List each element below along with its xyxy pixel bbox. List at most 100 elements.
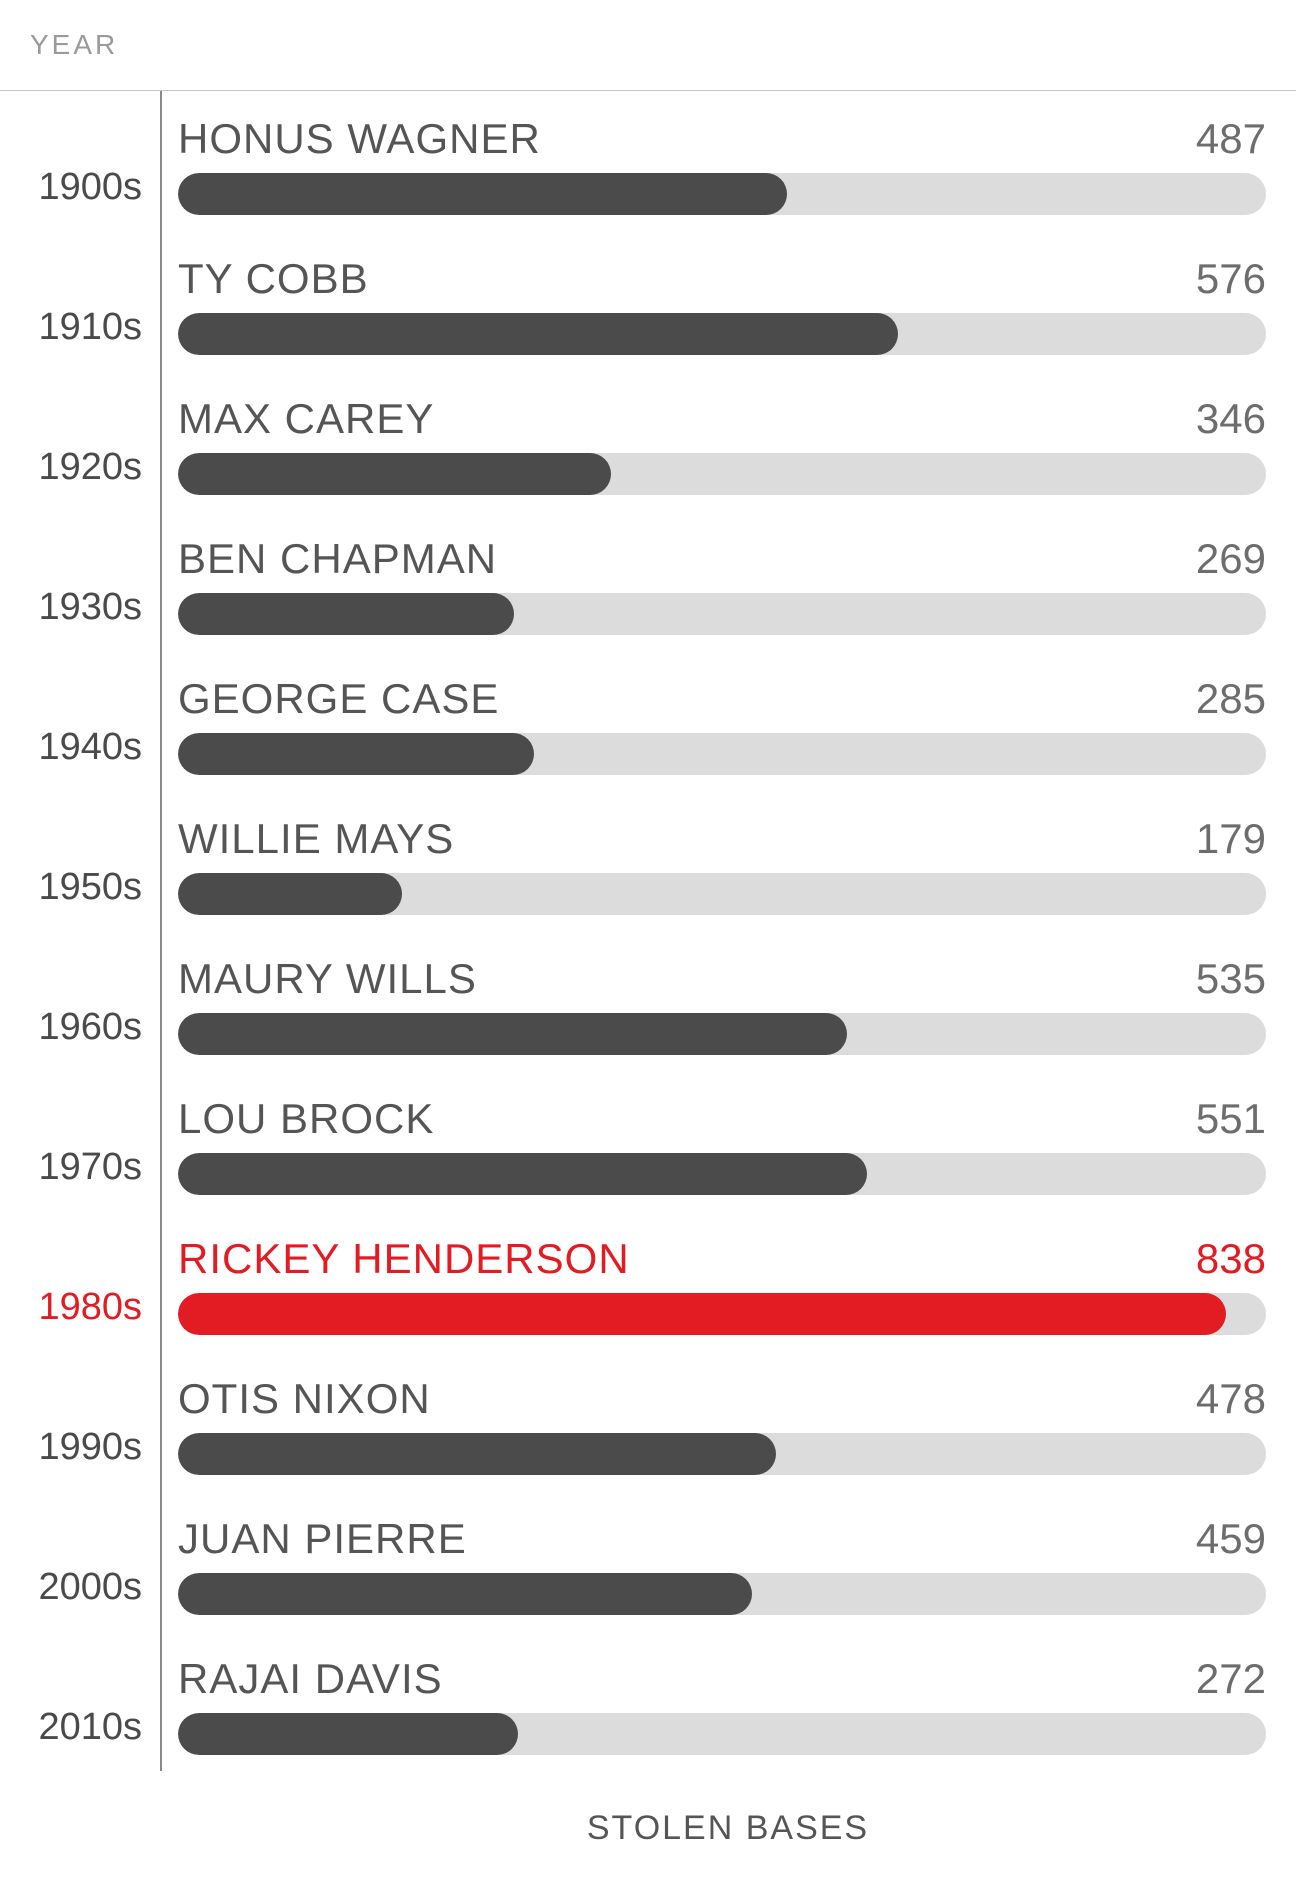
player-name: BEN CHAPMAN — [178, 535, 497, 583]
bar-track — [178, 313, 1266, 355]
player-name: MAX CAREY — [178, 395, 434, 443]
player-name: JUAN PIERRE — [178, 1515, 467, 1563]
chart-row: 2000s JUAN PIERRE 459 — [0, 1491, 1296, 1631]
decade-label: 1990s — [0, 1351, 160, 1491]
chart-row: 2010s RAJAI DAVIS 272 — [0, 1631, 1296, 1771]
stolen-bases-value: 272 — [1196, 1655, 1266, 1703]
player-name: GEORGE CASE — [178, 675, 499, 723]
player-name: WILLIE MAYS — [178, 815, 454, 863]
row-content: RICKEY HENDERSON 838 — [160, 1211, 1296, 1351]
decade-label: 1960s — [0, 931, 160, 1071]
bar-fill — [178, 173, 787, 215]
bar-fill — [178, 1433, 776, 1475]
row-label-line: MAURY WILLS 535 — [178, 955, 1266, 1003]
bar-track — [178, 1573, 1266, 1615]
decade-label: 1930s — [0, 511, 160, 651]
bar-track — [178, 873, 1266, 915]
row-content: HONUS WAGNER 487 — [160, 91, 1296, 231]
bar-track — [178, 1713, 1266, 1755]
row-content: BEN CHAPMAN 269 — [160, 511, 1296, 651]
row-label-line: MAX CAREY 346 — [178, 395, 1266, 443]
player-name: TY COBB — [178, 255, 369, 303]
stolen-bases-value: 487 — [1196, 115, 1266, 163]
row-label-line: GEORGE CASE 285 — [178, 675, 1266, 723]
chart-row: 1940s GEORGE CASE 285 — [0, 651, 1296, 791]
stolen-bases-value: 535 — [1196, 955, 1266, 1003]
row-content: JUAN PIERRE 459 — [160, 1491, 1296, 1631]
bar-fill — [178, 873, 402, 915]
player-name: HONUS WAGNER — [178, 115, 541, 163]
row-label-line: TY COBB 576 — [178, 255, 1266, 303]
bar-track — [178, 1433, 1266, 1475]
chart-row: 1980s RICKEY HENDERSON 838 — [0, 1211, 1296, 1351]
stolen-bases-value: 478 — [1196, 1375, 1266, 1423]
decade-label: 1900s — [0, 91, 160, 231]
stolen-bases-value: 551 — [1196, 1095, 1266, 1143]
row-label-line: LOU BROCK 551 — [178, 1095, 1266, 1143]
bar-track — [178, 1293, 1266, 1335]
decade-label: 1940s — [0, 651, 160, 791]
row-content: OTIS NIXON 478 — [160, 1351, 1296, 1491]
row-content: MAX CAREY 346 — [160, 371, 1296, 511]
chart-row: 1910s TY COBB 576 — [0, 231, 1296, 371]
bar-fill — [178, 733, 534, 775]
row-label-line: HONUS WAGNER 487 — [178, 115, 1266, 163]
year-column-header: YEAR — [0, 29, 160, 61]
chart-row: 1960s MAURY WILLS 535 — [0, 931, 1296, 1071]
decade-label: 2000s — [0, 1491, 160, 1631]
row-content: TY COBB 576 — [160, 231, 1296, 371]
chart-row: 1900s HONUS WAGNER 487 — [0, 91, 1296, 231]
bar-track — [178, 453, 1266, 495]
row-content: MAURY WILLS 535 — [160, 931, 1296, 1071]
decade-label: 1950s — [0, 791, 160, 931]
bar-fill — [178, 593, 514, 635]
stolen-bases-value: 459 — [1196, 1515, 1266, 1563]
bar-fill — [178, 313, 898, 355]
bar-fill — [178, 1293, 1226, 1335]
stolen-bases-chart: YEAR 1900s HONUS WAGNER 487 1910s TY COBB 576… — [0, 0, 1296, 1878]
bar-track — [178, 173, 1266, 215]
chart-row: 1970s LOU BROCK 551 — [0, 1071, 1296, 1211]
stolen-bases-value: 346 — [1196, 395, 1266, 443]
bar-fill — [178, 1573, 752, 1615]
decade-label: 1920s — [0, 371, 160, 511]
decade-label: 2010s — [0, 1631, 160, 1771]
row-label-line: WILLIE MAYS 179 — [178, 815, 1266, 863]
chart-row: 1950s WILLIE MAYS 179 — [0, 791, 1296, 931]
bar-track — [178, 1153, 1266, 1195]
stolen-bases-value: 285 — [1196, 675, 1266, 723]
bar-track — [178, 1013, 1266, 1055]
bar-track — [178, 593, 1266, 635]
bar-fill — [178, 1713, 518, 1755]
decade-label: 1970s — [0, 1071, 160, 1211]
stolen-bases-value: 838 — [1196, 1235, 1266, 1283]
chart-row: 1930s BEN CHAPMAN 269 — [0, 511, 1296, 651]
player-name: RICKEY HENDERSON — [178, 1235, 630, 1283]
row-label-line: RAJAI DAVIS 272 — [178, 1655, 1266, 1703]
chart-header: YEAR — [0, 0, 1296, 90]
bar-fill — [178, 1013, 847, 1055]
row-label-line: JUAN PIERRE 459 — [178, 1515, 1266, 1563]
stolen-bases-value: 269 — [1196, 535, 1266, 583]
decade-label: 1910s — [0, 231, 160, 371]
y-axis-line — [160, 91, 162, 1771]
stolen-bases-value: 179 — [1196, 815, 1266, 863]
row-label-line: BEN CHAPMAN 269 — [178, 535, 1266, 583]
bar-track — [178, 733, 1266, 775]
row-content: WILLIE MAYS 179 — [160, 791, 1296, 931]
chart-row: 1920s MAX CAREY 346 — [0, 371, 1296, 511]
x-axis-label: STOLEN BASES — [0, 1771, 1296, 1878]
row-label-line: RICKEY HENDERSON 838 — [178, 1235, 1266, 1283]
player-name: OTIS NIXON — [178, 1375, 431, 1423]
row-content: LOU BROCK 551 — [160, 1071, 1296, 1211]
chart-row: 1990s OTIS NIXON 478 — [0, 1351, 1296, 1491]
stolen-bases-value: 576 — [1196, 255, 1266, 303]
row-content: RAJAI DAVIS 272 — [160, 1631, 1296, 1771]
player-name: MAURY WILLS — [178, 955, 477, 1003]
bar-fill — [178, 1153, 867, 1195]
row-content: GEORGE CASE 285 — [160, 651, 1296, 791]
decade-label: 1980s — [0, 1211, 160, 1351]
player-name: LOU BROCK — [178, 1095, 434, 1143]
player-name: RAJAI DAVIS — [178, 1655, 443, 1703]
chart-rows: 1900s HONUS WAGNER 487 1910s TY COBB 576 1920s… — [0, 91, 1296, 1771]
